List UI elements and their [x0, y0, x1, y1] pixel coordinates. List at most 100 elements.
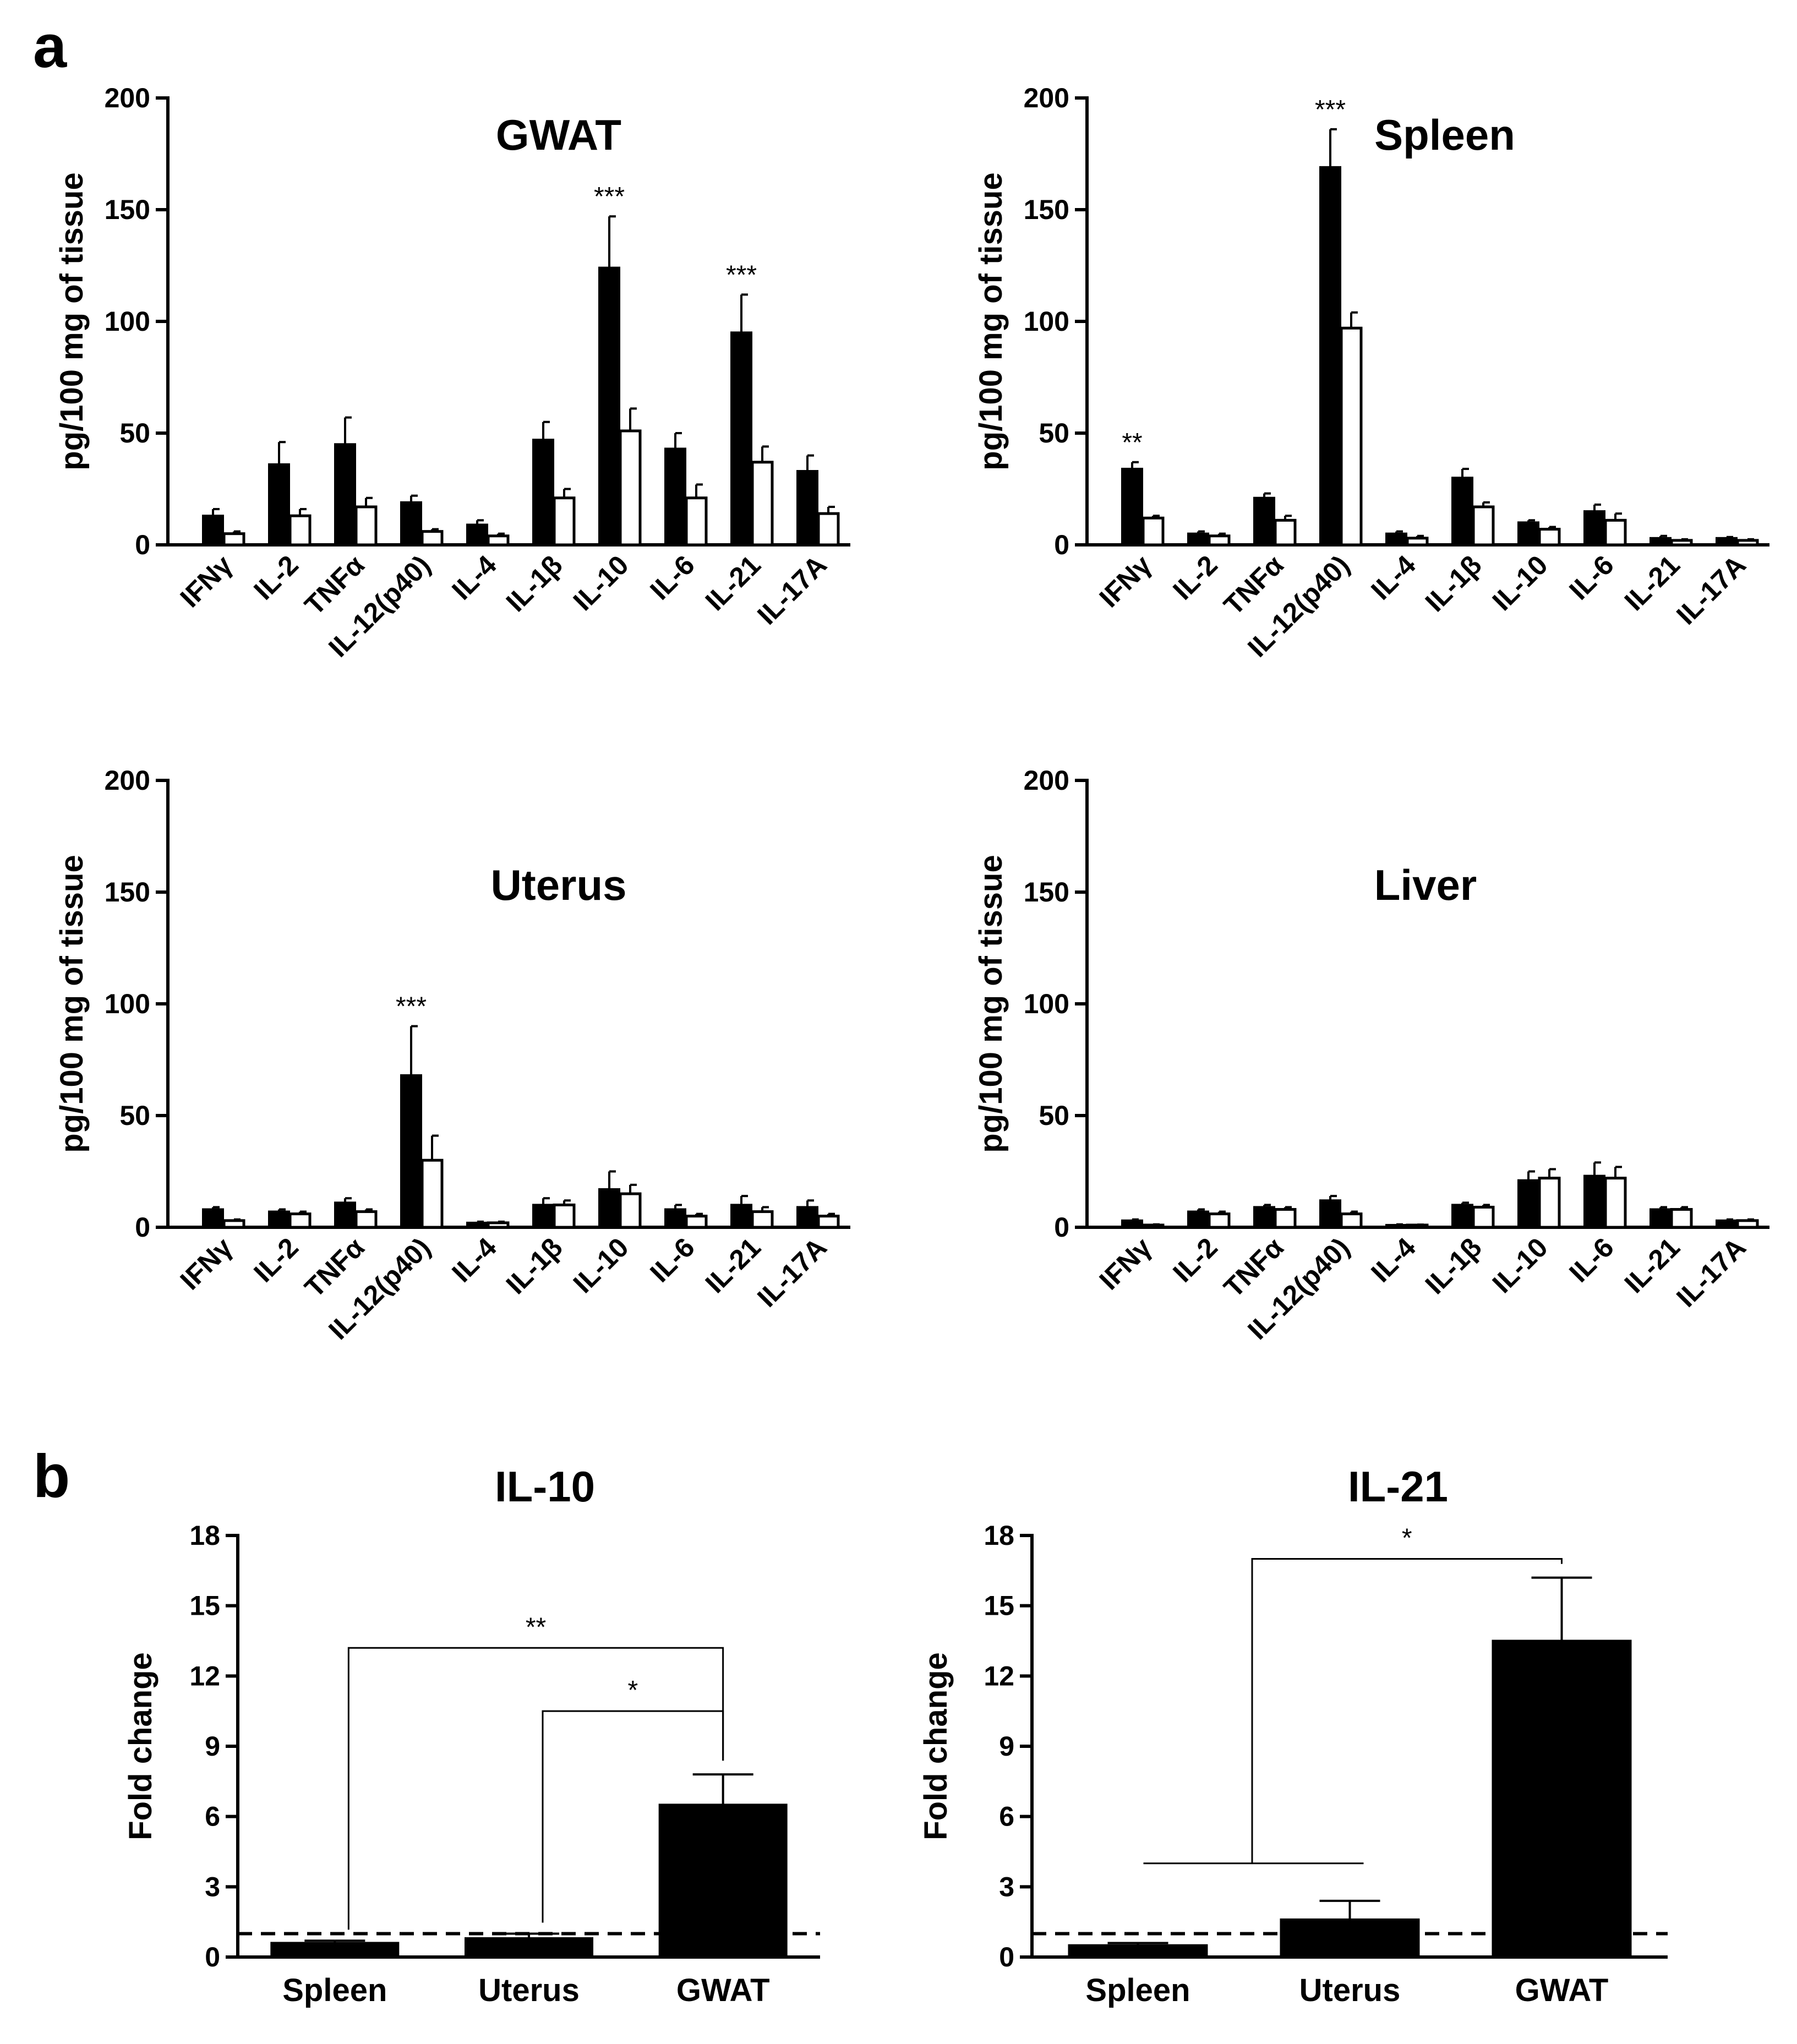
y-tick-label: 100: [105, 988, 150, 1019]
y-tick-label: 6: [205, 1801, 220, 1832]
bar-il-12-p40-series2: [420, 1158, 444, 1229]
bar-il-4-series2: [1406, 1223, 1429, 1229]
bar-il-4-series1: [1385, 532, 1407, 546]
bar-il-17a-series1: [796, 1206, 818, 1228]
chart-spleen: 0 50 100 150 200 pg/100 mg of tissue Spleen IFN…: [973, 83, 1769, 663]
x-tick-label: IL-4: [446, 549, 502, 606]
x-tick-label: Spleen: [282, 1972, 387, 2008]
y-axis-label: pg/100 mg of tissue: [973, 172, 1009, 470]
bar-il-17a-series1: [1716, 537, 1738, 546]
bar-il-10-series1: [1517, 1179, 1539, 1228]
bar-ifn-series2: [1141, 1223, 1165, 1229]
bar-il-21-series2: [1670, 539, 1693, 546]
bar-il-6-series2: [685, 496, 708, 546]
bar-il-12-p40-series2: [1340, 326, 1363, 546]
y-tick-label: 0: [1054, 1212, 1069, 1243]
bar-il-12-p40-series2: [420, 530, 444, 546]
bar-tnf-series1: [334, 443, 356, 546]
y-tick-label: 150: [105, 877, 150, 908]
significance-marker: ***: [726, 260, 757, 289]
chart-il21-fold: 0 3 6 9 12 15 18 Fold change IL-21 Spleen Uterus GW…: [918, 1462, 1668, 2008]
panel-label-b: b: [33, 1442, 70, 1510]
x-tick-label: IL-10: [1487, 1232, 1554, 1299]
y-axis-label: pg/100 mg of tissue: [973, 855, 1009, 1152]
y-tick-label: 150: [105, 194, 150, 225]
bar-il-17a-series1: [1716, 1219, 1738, 1229]
bar-il-10-series1: [598, 1188, 620, 1228]
y-tick-label: 50: [1039, 418, 1069, 449]
y-tick-label: 0: [135, 529, 150, 560]
chart-title: IL-21: [1348, 1462, 1448, 1511]
x-tick-label: IL-2: [1167, 549, 1223, 605]
bar-il-1-series2: [1472, 1205, 1495, 1229]
bar-il-12-p40-series1: [1319, 166, 1341, 546]
x-tick-label: Spleen: [1085, 1972, 1190, 2008]
y-tick-label: 12: [984, 1660, 1014, 1691]
x-tick-label: IL-1β: [1419, 1232, 1488, 1300]
x-tick-label: IL-10: [567, 549, 635, 616]
bar-il-6-series2: [1604, 518, 1627, 546]
bar-il-6-series1: [1583, 510, 1605, 546]
bar-il-10-series1: [598, 266, 620, 546]
bar-tnf-series2: [354, 505, 378, 546]
y-tick-label: 9: [999, 1731, 1014, 1762]
bar-il-6-series1: [664, 1208, 686, 1229]
x-tick-label: Uterus: [478, 1972, 580, 2008]
bar-il-21-series1: [1649, 537, 1672, 546]
y-tick-label: 100: [1024, 306, 1069, 337]
y-axis-label: Fold change: [918, 1652, 954, 1840]
significance-marker: ***: [396, 992, 427, 1021]
x-tick-label: IL-17A: [1670, 1232, 1752, 1313]
x-tick-label: IL-10: [567, 1232, 635, 1299]
y-tick-label: 15: [189, 1591, 220, 1621]
x-tick-label: IL-6: [644, 549, 700, 605]
y-tick-label: 50: [1039, 1100, 1069, 1131]
bar-il-2-series2: [288, 514, 312, 546]
bar-il-10-series2: [1538, 528, 1561, 546]
bar-ifn-series2: [222, 1219, 245, 1229]
bar-gwat: [1492, 1639, 1632, 1958]
bar-il-21-series1: [730, 1204, 752, 1228]
bar-gwat: [658, 1803, 788, 1959]
bar-il-17a-series2: [1736, 539, 1759, 546]
x-tick-label: IFNγ: [174, 1232, 238, 1296]
bar-ifn-series1: [202, 515, 224, 546]
y-tick-label: 0: [135, 1212, 150, 1243]
bar-il-12-p40-series1: [1319, 1199, 1341, 1229]
x-tick-label: Uterus: [1299, 1972, 1401, 2008]
bar-il-2-series2: [288, 1212, 312, 1229]
x-tick-label: IL-4: [1365, 549, 1422, 606]
x-tick-label: IL-10: [1487, 549, 1554, 616]
bar-tnf-series1: [1253, 496, 1275, 546]
x-tick-label: IFNγ: [174, 549, 238, 613]
x-tick-label: IL-6: [1563, 549, 1619, 605]
bar-tnf-series2: [1274, 518, 1297, 546]
x-tick-label: IL-17A: [751, 549, 833, 631]
y-tick-label: 9: [205, 1731, 220, 1762]
x-tick-label: IFNγ: [1094, 549, 1157, 613]
y-tick-label: 18: [189, 1520, 220, 1551]
x-tick-label: IL-1β: [500, 1232, 569, 1300]
bar-il-1-series1: [1451, 1204, 1473, 1228]
bar-il-21-series1: [1649, 1208, 1672, 1229]
y-tick-label: 200: [105, 83, 150, 113]
y-axis-label: pg/100 mg of tissue: [54, 855, 90, 1152]
y-tick-label: 50: [119, 1100, 150, 1131]
y-tick-label: 150: [1024, 877, 1069, 908]
bar-il-4-series1: [466, 1221, 488, 1228]
bar-il-1-series2: [1472, 505, 1495, 546]
y-tick-label: 0: [205, 1942, 220, 1972]
y-tick-label: 100: [105, 306, 150, 337]
bar-uterus: [465, 1937, 593, 1959]
x-tick-label: IL-6: [644, 1232, 700, 1288]
y-tick-label: 12: [189, 1660, 220, 1691]
bar-il-2-series1: [1187, 1210, 1209, 1229]
bar-il-4-series1: [466, 523, 488, 546]
y-tick-label: 18: [984, 1520, 1014, 1551]
bar-il-6-series2: [685, 1215, 708, 1229]
bar-spleen: [270, 1942, 400, 1958]
bar-il-4-series2: [487, 534, 510, 546]
bar-il-2-series2: [1208, 534, 1231, 546]
y-tick-label: 50: [119, 418, 150, 449]
bar-il-10-series2: [619, 1192, 642, 1229]
